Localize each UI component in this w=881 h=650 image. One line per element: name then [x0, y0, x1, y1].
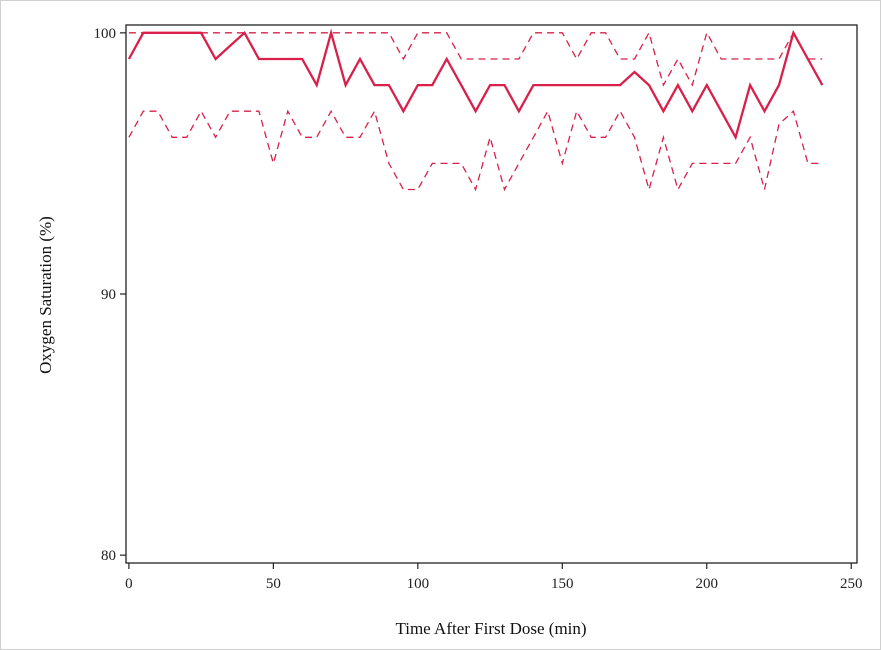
y-tick-label: 90 [101, 287, 116, 303]
x-tick-label: 50 [266, 576, 281, 592]
series-line-bound-1 [128, 31, 823, 87]
axis-ticks: 0 50 100 150 200 250 80 90 100 [94, 26, 863, 592]
series-line-median [127, 28, 824, 141]
y-axis-title: Oxygen Saturation (%) [36, 216, 55, 374]
series-line-bound-2 [128, 109, 823, 192]
x-tick-label: 200 [696, 576, 719, 592]
plot-area-border [125, 24, 858, 564]
y-tick-label: 100 [94, 26, 117, 42]
x-tick-label: 150 [551, 576, 574, 592]
x-axis-title: Time After First Dose (min) [395, 619, 586, 638]
x-tick-label: 100 [407, 576, 430, 592]
x-tick-label: 0 [125, 576, 133, 592]
y-tick-label: 80 [101, 548, 116, 564]
x-tick-label: 250 [840, 576, 863, 592]
series-lines [127, 28, 824, 192]
